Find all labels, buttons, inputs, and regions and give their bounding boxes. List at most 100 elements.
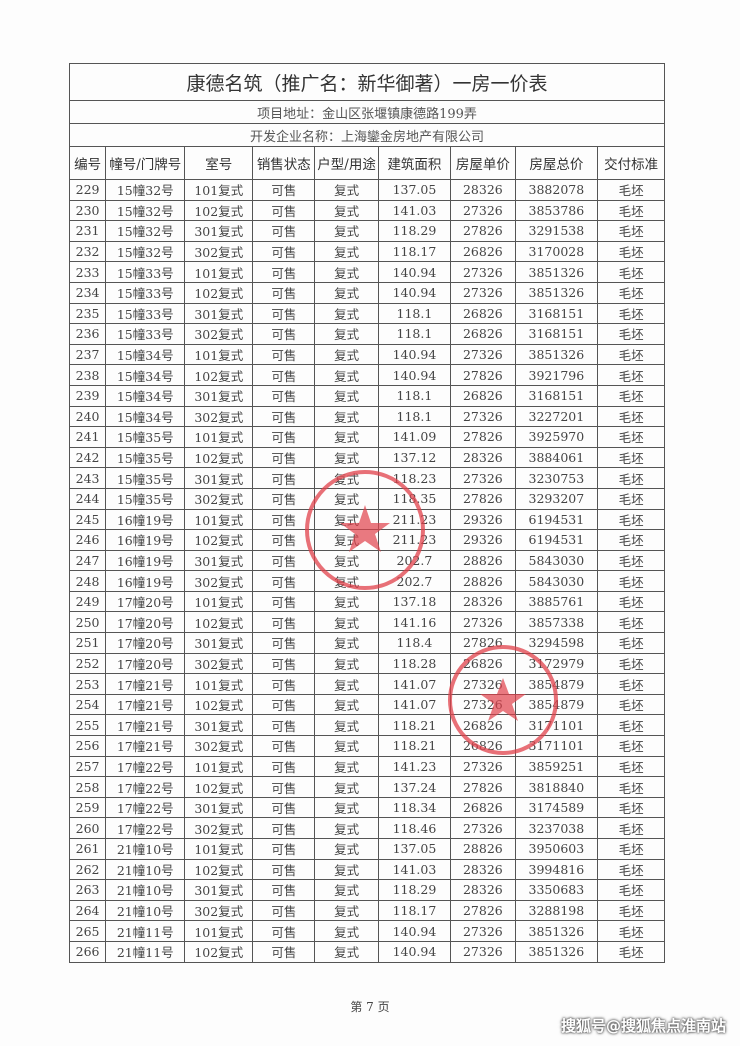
- table-cell: 140.94: [377, 281, 452, 304]
- table-cell: 毛坯: [597, 817, 665, 839]
- table-row: 232 15幢32号 302复式 可售 复式 118.17 26826 3170028 毛坯: [68, 240, 665, 263]
- table-cell: 26826: [450, 323, 516, 345]
- table-cell: 118.29: [377, 220, 452, 242]
- table-cell: 301复式: [184, 796, 254, 819]
- table-cell: 118.23: [377, 467, 452, 489]
- table-cell: 28326: [450, 879, 516, 901]
- table-cell: 302复式: [184, 899, 254, 922]
- table-cell: 复式: [314, 261, 379, 283]
- table-cell: 毛坯: [597, 487, 665, 510]
- table-cell: 可售: [252, 714, 316, 737]
- table-cell: 毛坯: [597, 714, 665, 737]
- table-cell: 101复式: [184, 261, 254, 283]
- table-cell: 26826: [450, 735, 516, 757]
- table-row: 257 17幢22号 101复式 可售 复式 141.23 27326 3859251 毛坯: [68, 755, 665, 778]
- table-cell: 毛坯: [597, 179, 665, 201]
- table-row: 246 16幢19号 102复式 可售 复式 211.23 29326 6194531 毛坯: [68, 529, 665, 551]
- table-cell: 毛坯: [597, 302, 665, 325]
- table-cell: 15幢34号: [105, 405, 186, 428]
- table-cell: 301复式: [184, 384, 254, 407]
- table-cell: 140.94: [377, 940, 452, 963]
- table-body: 229 15幢32号 101复式 可售 复式 137.05 28326 3882078 毛坯 23…: [68, 179, 665, 963]
- table-cell: 301复式: [184, 220, 254, 242]
- table-cell: 263: [68, 879, 107, 901]
- table-cell: 229: [68, 179, 107, 201]
- table-cell: 234: [68, 281, 107, 304]
- column-header: 房屋单价: [450, 146, 516, 180]
- table-cell: 复式: [314, 549, 379, 572]
- table-cell: 可售: [252, 817, 316, 839]
- table-cell: 3293207: [514, 487, 599, 510]
- table-cell: 237: [68, 343, 107, 366]
- table-cell: 3859251: [514, 755, 599, 778]
- table-cell: 17幢20号: [105, 590, 186, 613]
- table-cell: 可售: [252, 529, 316, 551]
- table-cell: 233: [68, 261, 107, 283]
- table-cell: 3851326: [514, 940, 599, 963]
- table-cell: 27326: [450, 920, 516, 942]
- table-cell: 毛坯: [597, 879, 665, 901]
- table-cell: 5843030: [514, 570, 599, 592]
- table-cell: 3168151: [514, 323, 599, 345]
- table-cell: 301复式: [184, 879, 254, 901]
- table-row: 248 16幢19号 302复式 可售 复式 202.7 28826 5843030 毛坯: [68, 570, 665, 592]
- table-cell: 复式: [314, 570, 379, 592]
- table-cell: 3882078: [514, 179, 599, 201]
- table-cell: 复式: [314, 199, 379, 222]
- table-cell: 可售: [252, 549, 316, 572]
- table-cell: 3288198: [514, 899, 599, 922]
- table-cell: 复式: [314, 487, 379, 510]
- table-row: 237 15幢34号 101复式 可售 复式 140.94 27326 3851326 毛坯: [68, 343, 665, 366]
- table-row: 253 17幢21号 101复式 可售 复式 141.07 27326 3854879 毛坯: [68, 673, 665, 695]
- table-cell: 17幢22号: [105, 817, 186, 839]
- table-cell: 101复式: [184, 838, 254, 860]
- table-cell: 28826: [450, 838, 516, 860]
- table-cell: 101复式: [184, 590, 254, 613]
- table-cell: 毛坯: [597, 405, 665, 428]
- table-cell: 17幢21号: [105, 714, 186, 737]
- table-cell: 27326: [450, 611, 516, 634]
- table-cell: 27326: [450, 281, 516, 304]
- table-cell: 3851326: [514, 343, 599, 366]
- table-cell: 21幢10号: [105, 899, 186, 922]
- table-cell: 3168151: [514, 384, 599, 407]
- table-cell: 毛坯: [597, 755, 665, 778]
- table-cell: 137.24: [377, 776, 452, 798]
- table-cell: 复式: [314, 220, 379, 242]
- table-row: 258 17幢22号 102复式 可售 复式 137.24 27826 3818840 毛坯: [68, 776, 665, 798]
- table-cell: 137.18: [377, 590, 452, 613]
- table-cell: 复式: [314, 323, 379, 345]
- table-row: 250 17幢20号 102复式 可售 复式 141.16 27326 3857338 毛坯: [68, 611, 665, 634]
- table-cell: 28326: [450, 179, 516, 201]
- table-cell: 211.23: [377, 508, 452, 531]
- table-cell: 可售: [252, 261, 316, 283]
- table-cell: 复式: [314, 590, 379, 613]
- table-cell: 232: [68, 240, 107, 263]
- table-cell: 复式: [314, 240, 379, 263]
- table-cell: 15幢33号: [105, 281, 186, 304]
- table-cell: 230: [68, 199, 107, 222]
- table-cell: 238: [68, 364, 107, 386]
- table-cell: 102复式: [184, 776, 254, 798]
- table-cell: 140.94: [377, 261, 452, 283]
- table-cell: 141.07: [377, 673, 452, 695]
- table-cell: 毛坯: [597, 940, 665, 963]
- table-cell: 可售: [252, 343, 316, 366]
- page-number: 第 7 页: [350, 1000, 390, 1014]
- table-cell: 15幢34号: [105, 343, 186, 366]
- table-cell: 可售: [252, 776, 316, 798]
- table-cell: 141.03: [377, 858, 452, 881]
- table-cell: 毛坯: [597, 652, 665, 675]
- table-cell: 27326: [450, 673, 516, 695]
- header-row: 编号 幢号/门牌号 室号 销售状态 户型/用途 建筑面积 房屋单价 房屋总价 交付标准: [68, 146, 665, 180]
- table-cell: 15幢33号: [105, 302, 186, 325]
- table-cell: 26826: [450, 652, 516, 675]
- table-cell: 101复式: [184, 179, 254, 201]
- table-cell: 可售: [252, 405, 316, 428]
- table-cell: 毛坯: [597, 735, 665, 757]
- table-cell: 复式: [314, 364, 379, 386]
- table-cell: 141.09: [377, 426, 452, 448]
- table-cell: 21幢11号: [105, 940, 186, 963]
- table-cell: 复式: [314, 879, 379, 901]
- table-cell: 毛坯: [597, 426, 665, 448]
